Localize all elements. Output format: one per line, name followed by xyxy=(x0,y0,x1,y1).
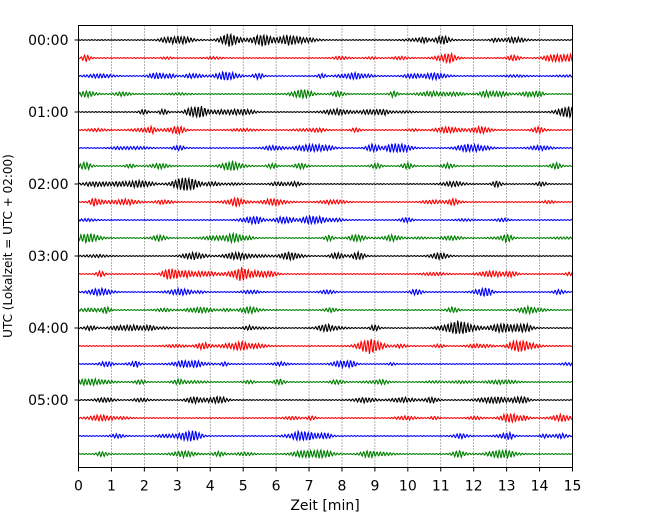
seismogram-trace xyxy=(78,196,573,208)
x-tick-label: 6 xyxy=(272,479,281,495)
seismogram-trace xyxy=(78,51,573,64)
seismogram-trace xyxy=(78,214,573,226)
grid-lines xyxy=(111,25,540,468)
seismogram-trace xyxy=(78,429,573,443)
y-axis-label: UTC (Lokalzeit = UTC + 02:00) xyxy=(1,154,15,338)
seismogram-trace xyxy=(78,266,573,281)
seismogram-trace xyxy=(78,32,573,47)
y-tick-label: 00:00 xyxy=(28,33,68,49)
x-tick-label: 3 xyxy=(173,479,182,495)
x-tick-label: 14 xyxy=(531,479,549,495)
x-tick-label: 7 xyxy=(305,479,314,495)
y-axis-ticks: 00:00 01:00 02:00 03:00 04:00 05:00 xyxy=(28,33,79,409)
seismogram-trace xyxy=(78,304,573,316)
y-tick-label: 04:00 xyxy=(28,321,68,337)
seismogram-trace xyxy=(78,286,573,298)
seismogram-trace xyxy=(78,124,573,136)
x-tick-label: 15 xyxy=(564,479,582,495)
x-axis-ticks: 0 1 2 3 4 5 6 7 8 9 10 11 12 13 14 15 xyxy=(74,467,582,495)
seismogram-trace xyxy=(78,358,573,370)
seismogram-trace xyxy=(78,70,573,82)
x-axis-label: Zeit [min] xyxy=(290,498,359,514)
plot-frame xyxy=(78,25,573,468)
seismogram-trace xyxy=(78,105,573,119)
x-tick-label: 12 xyxy=(465,479,483,495)
y-tick-label: 03:00 xyxy=(28,249,68,265)
x-tick-label: 4 xyxy=(206,479,215,495)
x-tick-label: 9 xyxy=(370,479,379,495)
x-tick-label: 0 xyxy=(74,479,83,495)
x-tick-label: 10 xyxy=(399,479,417,495)
y-tick-label: 02:00 xyxy=(28,177,68,193)
seismogram-trace xyxy=(77,88,573,101)
y-tick-label: 05:00 xyxy=(28,393,68,409)
seismogram-trace xyxy=(78,249,573,262)
x-tick-label: 2 xyxy=(140,479,149,495)
x-tick-label: 13 xyxy=(498,479,516,495)
x-tick-label: 1 xyxy=(107,479,116,495)
seismogram-trace xyxy=(78,376,573,388)
seismogram-trace xyxy=(78,338,573,354)
x-tick-label: 8 xyxy=(338,479,347,495)
seismogram-trace xyxy=(78,395,573,406)
seismogram-trace xyxy=(77,231,573,245)
x-tick-label: 11 xyxy=(432,479,450,495)
x-tick-label: 5 xyxy=(239,479,248,495)
y-tick-label: 01:00 xyxy=(28,105,68,121)
seismogram-trace xyxy=(78,412,573,424)
seismogram-trace xyxy=(78,320,573,335)
seismogram-traces xyxy=(77,32,573,460)
seismogram-trace xyxy=(78,448,573,460)
seismogram-trace xyxy=(78,159,573,172)
seismogram-trace xyxy=(78,176,573,191)
seismogram-trace xyxy=(78,142,573,154)
